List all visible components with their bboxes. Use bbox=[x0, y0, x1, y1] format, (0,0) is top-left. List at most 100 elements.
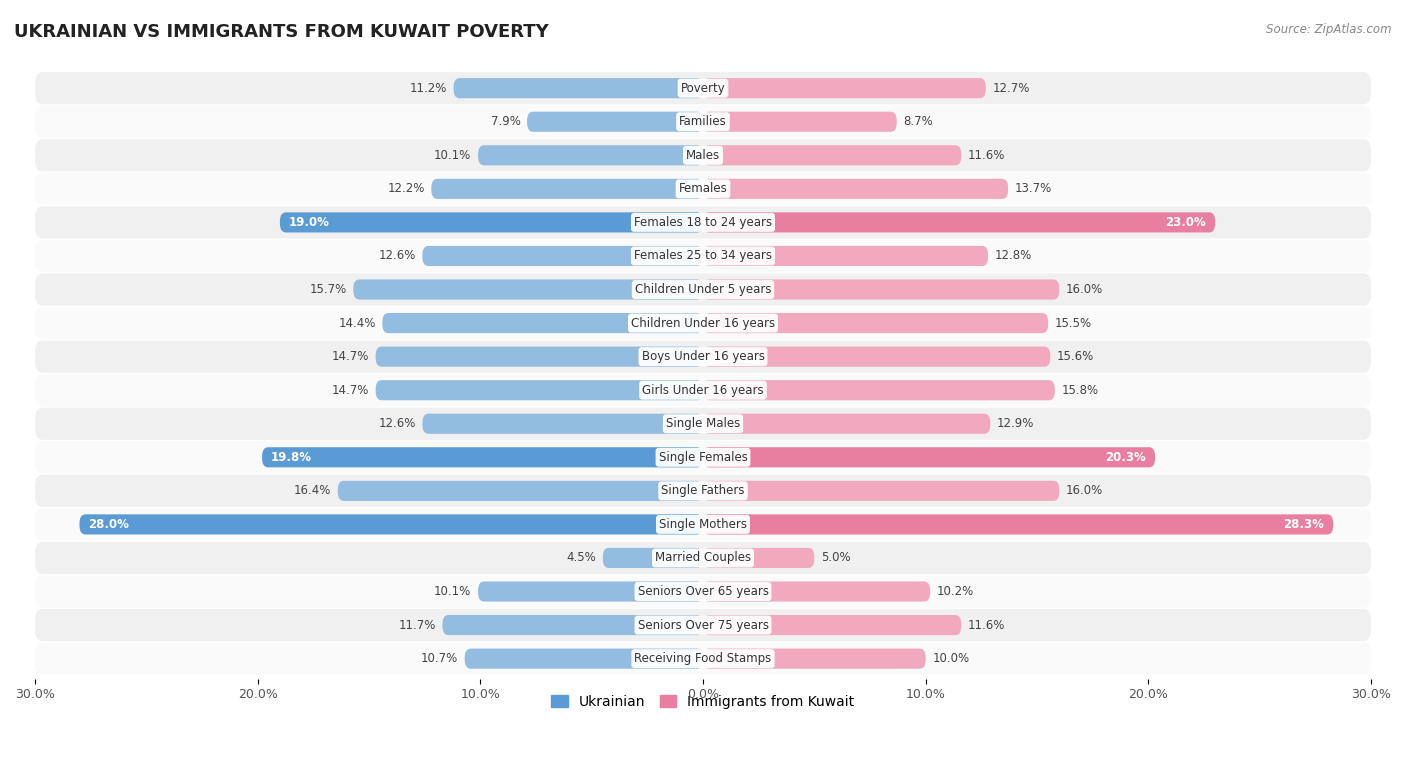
Text: 14.4%: 14.4% bbox=[339, 317, 375, 330]
Text: 10.0%: 10.0% bbox=[932, 652, 970, 665]
Text: Single Males: Single Males bbox=[666, 417, 740, 431]
FancyBboxPatch shape bbox=[280, 212, 703, 233]
Text: 11.7%: 11.7% bbox=[398, 619, 436, 631]
FancyBboxPatch shape bbox=[382, 313, 703, 334]
FancyBboxPatch shape bbox=[703, 581, 931, 602]
Text: 10.2%: 10.2% bbox=[936, 585, 974, 598]
Text: 12.6%: 12.6% bbox=[378, 417, 416, 431]
FancyBboxPatch shape bbox=[454, 78, 703, 99]
FancyBboxPatch shape bbox=[603, 548, 703, 568]
Text: Seniors Over 65 years: Seniors Over 65 years bbox=[637, 585, 769, 598]
Text: 11.2%: 11.2% bbox=[409, 82, 447, 95]
FancyBboxPatch shape bbox=[35, 609, 1371, 641]
FancyBboxPatch shape bbox=[703, 246, 988, 266]
FancyBboxPatch shape bbox=[703, 548, 814, 568]
Text: 13.7%: 13.7% bbox=[1015, 183, 1052, 196]
Text: 23.0%: 23.0% bbox=[1166, 216, 1206, 229]
FancyBboxPatch shape bbox=[703, 649, 925, 669]
FancyBboxPatch shape bbox=[443, 615, 703, 635]
FancyBboxPatch shape bbox=[703, 212, 1215, 233]
Text: Boys Under 16 years: Boys Under 16 years bbox=[641, 350, 765, 363]
Text: Receiving Food Stamps: Receiving Food Stamps bbox=[634, 652, 772, 665]
FancyBboxPatch shape bbox=[35, 475, 1371, 507]
FancyBboxPatch shape bbox=[375, 346, 703, 367]
Text: 28.0%: 28.0% bbox=[89, 518, 129, 531]
Text: 16.4%: 16.4% bbox=[294, 484, 330, 497]
FancyBboxPatch shape bbox=[703, 414, 990, 434]
FancyBboxPatch shape bbox=[703, 380, 1054, 400]
Text: 10.7%: 10.7% bbox=[420, 652, 458, 665]
Text: 14.7%: 14.7% bbox=[332, 384, 368, 396]
Text: 12.8%: 12.8% bbox=[994, 249, 1032, 262]
Text: Females 18 to 24 years: Females 18 to 24 years bbox=[634, 216, 772, 229]
Text: Married Couples: Married Couples bbox=[655, 552, 751, 565]
FancyBboxPatch shape bbox=[35, 340, 1371, 373]
Text: Girls Under 16 years: Girls Under 16 years bbox=[643, 384, 763, 396]
Text: 12.6%: 12.6% bbox=[378, 249, 416, 262]
FancyBboxPatch shape bbox=[703, 179, 1008, 199]
FancyBboxPatch shape bbox=[703, 481, 1059, 501]
FancyBboxPatch shape bbox=[35, 374, 1371, 406]
FancyBboxPatch shape bbox=[478, 146, 703, 165]
FancyBboxPatch shape bbox=[422, 414, 703, 434]
FancyBboxPatch shape bbox=[337, 481, 703, 501]
Legend: Ukrainian, Immigrants from Kuwait: Ukrainian, Immigrants from Kuwait bbox=[546, 690, 860, 715]
Text: 8.7%: 8.7% bbox=[904, 115, 934, 128]
Text: Seniors Over 75 years: Seniors Over 75 years bbox=[637, 619, 769, 631]
FancyBboxPatch shape bbox=[375, 380, 703, 400]
FancyBboxPatch shape bbox=[703, 146, 962, 165]
FancyBboxPatch shape bbox=[465, 649, 703, 669]
FancyBboxPatch shape bbox=[35, 408, 1371, 440]
Text: 19.8%: 19.8% bbox=[271, 451, 312, 464]
FancyBboxPatch shape bbox=[703, 280, 1059, 299]
FancyBboxPatch shape bbox=[35, 206, 1371, 239]
FancyBboxPatch shape bbox=[527, 111, 703, 132]
FancyBboxPatch shape bbox=[35, 542, 1371, 574]
FancyBboxPatch shape bbox=[80, 515, 703, 534]
FancyBboxPatch shape bbox=[35, 307, 1371, 339]
Text: 12.7%: 12.7% bbox=[993, 82, 1029, 95]
Text: 14.7%: 14.7% bbox=[332, 350, 368, 363]
Text: Children Under 16 years: Children Under 16 years bbox=[631, 317, 775, 330]
Text: UKRAINIAN VS IMMIGRANTS FROM KUWAIT POVERTY: UKRAINIAN VS IMMIGRANTS FROM KUWAIT POVE… bbox=[14, 23, 548, 41]
FancyBboxPatch shape bbox=[35, 575, 1371, 608]
Text: 15.8%: 15.8% bbox=[1062, 384, 1098, 396]
FancyBboxPatch shape bbox=[353, 280, 703, 299]
Text: 10.1%: 10.1% bbox=[434, 585, 471, 598]
FancyBboxPatch shape bbox=[432, 179, 703, 199]
FancyBboxPatch shape bbox=[703, 615, 962, 635]
FancyBboxPatch shape bbox=[35, 643, 1371, 675]
FancyBboxPatch shape bbox=[35, 441, 1371, 474]
Text: 15.5%: 15.5% bbox=[1054, 317, 1092, 330]
Text: 7.9%: 7.9% bbox=[491, 115, 520, 128]
FancyBboxPatch shape bbox=[703, 447, 1156, 468]
Text: Families: Families bbox=[679, 115, 727, 128]
Text: 10.1%: 10.1% bbox=[434, 149, 471, 161]
FancyBboxPatch shape bbox=[35, 274, 1371, 305]
Text: Single Fathers: Single Fathers bbox=[661, 484, 745, 497]
Text: 20.3%: 20.3% bbox=[1105, 451, 1146, 464]
FancyBboxPatch shape bbox=[478, 581, 703, 602]
FancyBboxPatch shape bbox=[703, 313, 1047, 334]
Text: Poverty: Poverty bbox=[681, 82, 725, 95]
Text: 11.6%: 11.6% bbox=[967, 619, 1005, 631]
Text: Males: Males bbox=[686, 149, 720, 161]
FancyBboxPatch shape bbox=[35, 240, 1371, 272]
Text: 16.0%: 16.0% bbox=[1066, 484, 1104, 497]
Text: 12.9%: 12.9% bbox=[997, 417, 1035, 431]
Text: 5.0%: 5.0% bbox=[821, 552, 851, 565]
FancyBboxPatch shape bbox=[35, 509, 1371, 540]
Text: 19.0%: 19.0% bbox=[288, 216, 329, 229]
FancyBboxPatch shape bbox=[703, 78, 986, 99]
FancyBboxPatch shape bbox=[703, 515, 1333, 534]
Text: 15.6%: 15.6% bbox=[1057, 350, 1094, 363]
FancyBboxPatch shape bbox=[703, 111, 897, 132]
Text: Source: ZipAtlas.com: Source: ZipAtlas.com bbox=[1267, 23, 1392, 36]
FancyBboxPatch shape bbox=[262, 447, 703, 468]
FancyBboxPatch shape bbox=[35, 72, 1371, 105]
Text: 16.0%: 16.0% bbox=[1066, 283, 1104, 296]
Text: 12.2%: 12.2% bbox=[387, 183, 425, 196]
Text: Females 25 to 34 years: Females 25 to 34 years bbox=[634, 249, 772, 262]
FancyBboxPatch shape bbox=[35, 173, 1371, 205]
Text: 4.5%: 4.5% bbox=[567, 552, 596, 565]
